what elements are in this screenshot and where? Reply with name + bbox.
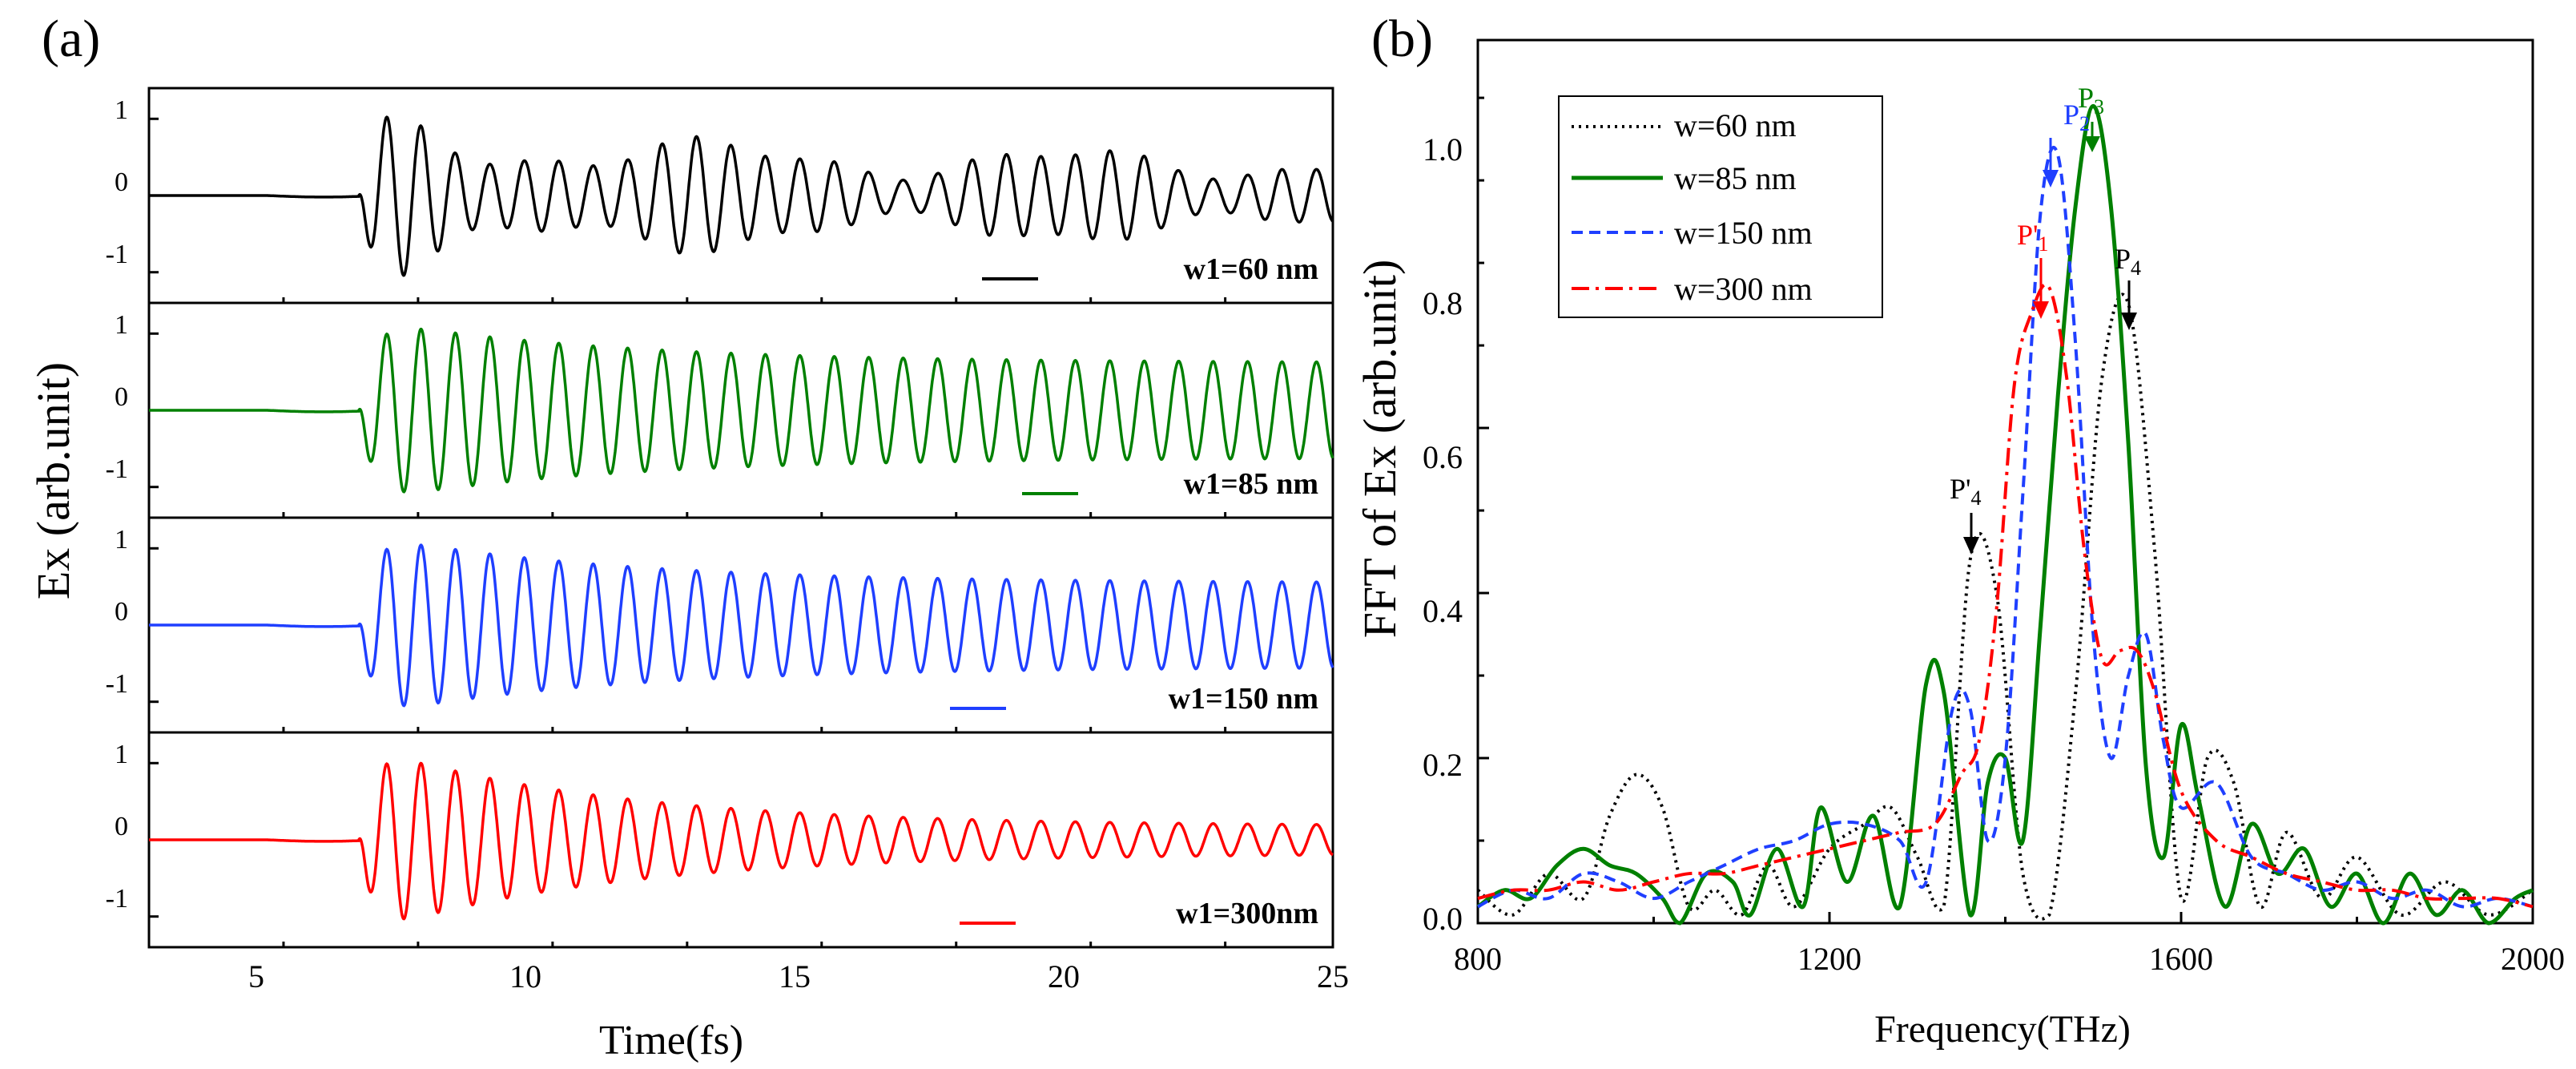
panel-a-yticks-1: 1 0 -1 xyxy=(106,95,128,269)
panel-a-label: (a) xyxy=(42,10,100,68)
ytick: 0 xyxy=(115,812,128,841)
panel-b-xlabel: Frequency(THz) xyxy=(1874,1008,2131,1051)
annotation-p3-text: P xyxy=(2078,82,2094,114)
spectrum-w-300-nm xyxy=(1477,283,2534,909)
annotation-p4-sub: 4 xyxy=(2131,256,2141,280)
ytick: 0 xyxy=(115,167,128,197)
ytick: -1 xyxy=(106,454,128,484)
annotation-p2: P2 xyxy=(2063,99,2090,135)
ytick: -1 xyxy=(106,240,128,269)
ytick: 1 xyxy=(115,310,128,340)
panel-a-xtick: 5 xyxy=(248,958,264,994)
legend-label-w1-85: w1=85 nm xyxy=(1184,467,1318,501)
arrowhead-p1 xyxy=(2033,301,2049,319)
ytick: -1 xyxy=(106,884,128,914)
waveform-1 xyxy=(149,328,1334,494)
panel-b-ytick: 0.2 xyxy=(1423,747,1463,783)
waveform-2 xyxy=(149,543,1334,708)
spectrum-w-60-nm xyxy=(1476,292,2534,921)
panel-b-xtick: 2000 xyxy=(2501,941,2565,977)
panel-a-xtick: 25 xyxy=(1317,958,1349,994)
legend-label-w60: w=60 nm xyxy=(1674,107,1797,143)
annotation-p4-text: P xyxy=(2115,243,2131,275)
legend-label-w85: w=85 nm xyxy=(1674,160,1797,196)
ytick: 0 xyxy=(115,382,128,412)
annotation-p1: P'1 xyxy=(2017,219,2049,256)
panel-b-ytick: 1.0 xyxy=(1423,131,1463,167)
panel-b-legend: w=60 nm w=85 nm w=150 nm w=300 nm xyxy=(1558,95,1883,318)
ytick: 1 xyxy=(115,740,128,769)
waveform-0 xyxy=(149,115,1334,277)
panel-a-xtick: 20 xyxy=(1048,958,1080,994)
ytick: 1 xyxy=(115,525,128,555)
ytick: 0 xyxy=(115,597,128,627)
spectrum-w-85-nm xyxy=(1476,103,2534,926)
legend-label-w1-150: w1=150 nm xyxy=(1169,682,1318,716)
panel-b-ytick: 0.4 xyxy=(1423,593,1463,629)
annotation-p3: P3 xyxy=(2078,82,2104,119)
panel-b-plot xyxy=(1476,38,2534,926)
panel-b-label: (b) xyxy=(1371,10,1433,68)
panel-a-ylabel: Ex (arb.unit) xyxy=(27,362,79,599)
panel-b-xtick: 1200 xyxy=(1797,941,1862,977)
panel-b-ytick: 0.6 xyxy=(1423,439,1463,475)
legend-label-w300: w=300 nm xyxy=(1674,271,1813,307)
annotation-p3-sub: 3 xyxy=(2094,95,2104,119)
arrowhead-p4p xyxy=(1963,537,1979,555)
panel-b-xtick: 1600 xyxy=(2149,941,2213,977)
annotation-p1-sub: 1 xyxy=(2039,232,2049,256)
annotation-p2-text: P xyxy=(2063,99,2079,131)
arrowhead-p4 xyxy=(2121,313,2137,330)
spectrum-w-150-nm xyxy=(1477,145,2534,909)
panel-b-ytick: 0.0 xyxy=(1423,901,1463,937)
annotation-p4p-text: P' xyxy=(1950,473,1971,505)
panel-a-xtick: 15 xyxy=(779,958,811,994)
annotation-p2-sub: 2 xyxy=(2079,112,2090,135)
ytick: 1 xyxy=(115,95,128,125)
annotation-p1-text: P' xyxy=(2017,219,2039,251)
waveform-3 xyxy=(149,761,1334,921)
panel-a-yticks-3: 1 0 -1 xyxy=(106,525,128,699)
annotation-p4: P4 xyxy=(2115,243,2141,280)
annotation-p4p: P'4 xyxy=(1950,473,1982,510)
panel-b-xtick: 800 xyxy=(1454,941,1502,977)
panel-a-plots xyxy=(147,87,1334,949)
arrowhead-p2 xyxy=(2043,170,2059,188)
legend-label-w150: w=150 nm xyxy=(1674,215,1813,251)
legend-label-w1-60: w1=60 nm xyxy=(1184,252,1318,286)
panel-a-yticks-4: 1 0 -1 xyxy=(106,740,128,914)
ytick: -1 xyxy=(106,669,128,699)
panel-a-xlabel: Time(fs) xyxy=(599,1018,743,1063)
legend-label-w1-300: w1=300nm xyxy=(1176,897,1318,930)
legend-box xyxy=(1558,95,1883,318)
arrowhead-p3 xyxy=(2084,136,2100,152)
panel-a-xtick: 10 xyxy=(509,958,541,994)
panel-b-ylabel: FFT of Ex (arb.unit) xyxy=(1354,260,1406,639)
panel-a-yticks-2: 1 0 -1 xyxy=(106,310,128,484)
annotation-p4p-sub: 4 xyxy=(1971,486,1982,510)
peak-annotations: P2 P3 P'1 P4 P'4 xyxy=(1950,82,2141,555)
panel-b-ytick: 0.8 xyxy=(1423,285,1463,321)
